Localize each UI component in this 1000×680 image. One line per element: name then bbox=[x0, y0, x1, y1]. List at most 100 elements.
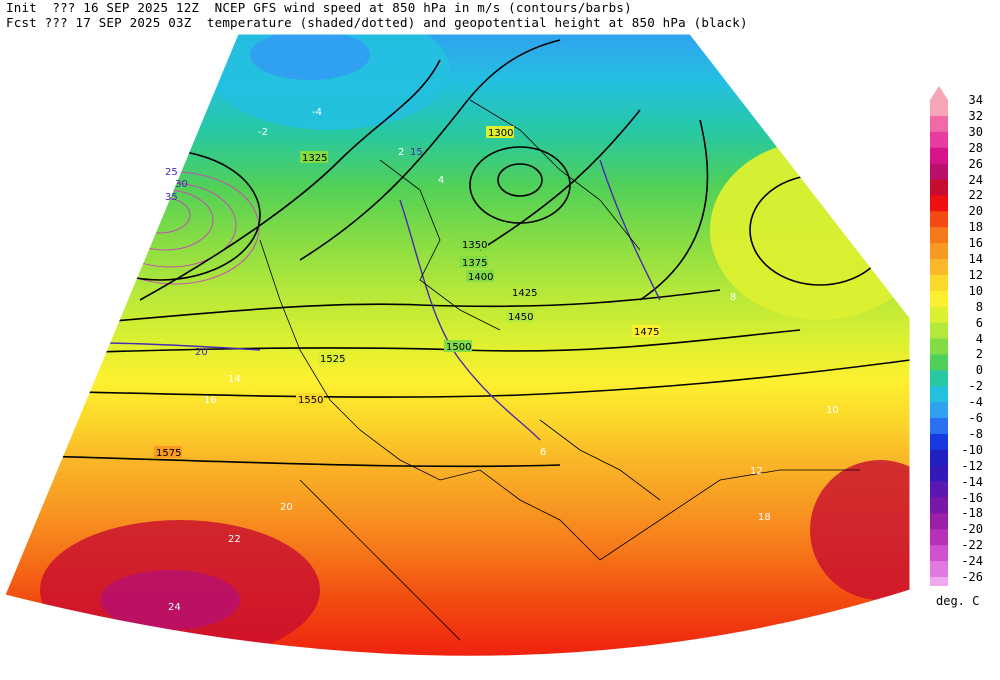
height-label-1300: 1300 bbox=[488, 128, 513, 139]
height-label-1525: 1525 bbox=[320, 354, 345, 365]
height-contours bbox=[5, 39, 910, 468]
country-borders bbox=[259, 99, 860, 641]
temp-label-12: 12 bbox=[750, 466, 763, 477]
colorbar-tick-label: -8 bbox=[968, 426, 983, 441]
cold-core-north bbox=[250, 34, 370, 80]
temp-label-4: 4 bbox=[438, 175, 444, 186]
colorbar-swatch bbox=[930, 322, 948, 339]
forecast-time: Fcst ??? 17 SEP 2025 03Z bbox=[6, 15, 192, 30]
height-label-1400: 1400 bbox=[468, 272, 493, 283]
colorbar-tick-label: 0 bbox=[975, 363, 983, 378]
height-label-1350: 1350 bbox=[462, 240, 487, 251]
temp-label-group: -4 -2 2 4 6 8 10 12 14 16 18 20 22 24 bbox=[168, 107, 839, 613]
colorbar-tick-label: 6 bbox=[975, 315, 983, 330]
colorbar-tick-label: -20 bbox=[961, 522, 983, 537]
colorbar-swatch bbox=[930, 497, 948, 514]
colorbar-tick-label: -22 bbox=[961, 538, 983, 553]
colorbar-tick-label: 30 bbox=[968, 124, 983, 139]
colorbar-swatch bbox=[930, 179, 948, 196]
height-label-1425: 1425 bbox=[512, 288, 537, 299]
height-label-1475: 1475 bbox=[634, 327, 659, 338]
temp-label-18: 18 bbox=[758, 512, 771, 523]
colorbar-tick-label: -2 bbox=[968, 379, 983, 394]
colorbar-swatch bbox=[930, 259, 948, 276]
map-boundary bbox=[4, 33, 911, 657]
colorbar-swatch bbox=[930, 577, 948, 586]
colorbar-swatch bbox=[930, 195, 948, 212]
colorbar-tick-label: 34 bbox=[968, 93, 983, 107]
colorbar-tick-label: -6 bbox=[968, 411, 983, 425]
height-label-1550: 1550 bbox=[298, 395, 323, 406]
colorbar-swatch bbox=[930, 513, 948, 530]
colorbar-tick-label: -4 bbox=[968, 395, 983, 410]
colorbar-swatch bbox=[930, 529, 948, 546]
colorbar-swatch bbox=[930, 100, 948, 117]
height-label-1375: 1375 bbox=[462, 258, 487, 269]
colorbar-swatch bbox=[930, 465, 948, 482]
colorbar-tick-label: -12 bbox=[961, 458, 983, 473]
colorbar-swatch bbox=[930, 163, 948, 180]
colorbar-top-arrow bbox=[930, 86, 948, 100]
height-label-1325: 1325 bbox=[302, 153, 327, 164]
colorbar-swatch bbox=[930, 290, 948, 307]
colorbar-tick-label: 32 bbox=[968, 108, 983, 123]
temp-label-6: 6 bbox=[540, 447, 546, 458]
colorbar-swatch bbox=[930, 131, 948, 148]
height-label-group: 1300 1325 1350 1375 1400 1425 1450 1475 … bbox=[154, 126, 660, 459]
temp-label-14: 14 bbox=[228, 374, 241, 385]
temp-label-16: 16 bbox=[204, 395, 217, 406]
temperature-colorbar bbox=[930, 86, 948, 586]
colorbar-tick-label: -18 bbox=[961, 506, 983, 521]
colorbar-swatch bbox=[930, 370, 948, 387]
field-title-1: NCEP GFS wind speed at 850 hPa in m/s (c… bbox=[214, 0, 632, 15]
init-time: Init ??? 16 SEP 2025 12Z bbox=[6, 0, 200, 15]
temp-label-10: 10 bbox=[826, 405, 839, 416]
colorbar-tick-label: 24 bbox=[968, 172, 983, 187]
colorbar-swatch bbox=[930, 386, 948, 403]
temp-label-2: 2 bbox=[398, 147, 404, 158]
colorbar-swatch bbox=[930, 274, 948, 292]
wind-label-25: 25 bbox=[165, 167, 178, 178]
colorbar-tick-label: 16 bbox=[968, 236, 983, 251]
colorbar-tick-label: 18 bbox=[968, 220, 983, 235]
temp-label-minus2: -2 bbox=[258, 127, 268, 138]
colorbar-swatch bbox=[930, 338, 948, 355]
temp-label-20: 20 bbox=[280, 502, 293, 513]
colorbar-tick-label: -10 bbox=[961, 442, 983, 457]
colorbar-tick-label: 12 bbox=[968, 267, 983, 282]
colorbar-swatch bbox=[930, 402, 948, 419]
height-label-1450: 1450 bbox=[508, 312, 533, 323]
header-line-2: Fcst ??? 17 SEP 2025 03Z temperature (sh… bbox=[6, 16, 748, 30]
colorbar-tick-label: 14 bbox=[968, 252, 983, 266]
colorbar-units: deg. C bbox=[936, 594, 980, 608]
hot-core-sw bbox=[100, 570, 240, 630]
colorbar-swatch bbox=[930, 561, 948, 578]
wind-label-30: 30 bbox=[175, 179, 188, 190]
colorbar-tick-label: -24 bbox=[961, 554, 983, 569]
wind-label-20: 20 bbox=[195, 347, 208, 358]
temp-label-22: 22 bbox=[228, 534, 241, 545]
colorbar-swatch bbox=[930, 227, 948, 244]
wind-label-35: 35 bbox=[165, 192, 178, 203]
colorbar-tick-label: 4 bbox=[975, 331, 983, 346]
colorbar-tick-label: -14 bbox=[961, 474, 983, 489]
field-title-2: temperature (shaded/dotted) and geopoten… bbox=[206, 15, 748, 30]
colorbar-tick-label: 10 bbox=[968, 283, 983, 298]
temp-label-8: 8 bbox=[730, 292, 736, 303]
height-label-1500: 1500 bbox=[446, 342, 471, 353]
colorbar-swatch bbox=[930, 545, 948, 562]
forecast-map[interactable]: 1300 1325 1350 1375 1400 1425 1450 1475 … bbox=[0, 0, 915, 680]
colorbar-tick-label: 8 bbox=[975, 299, 983, 314]
colorbar-tick-label: 22 bbox=[968, 188, 983, 203]
temp-label-24: 24 bbox=[168, 602, 181, 613]
colorbar-tick-label: 28 bbox=[968, 140, 983, 155]
colorbar-swatch bbox=[930, 418, 948, 435]
map-panel[interactable]: 1300 1325 1350 1375 1400 1425 1450 1475 … bbox=[0, 0, 915, 680]
colorbar-swatch bbox=[930, 211, 948, 228]
header-line-1: Init ??? 16 SEP 2025 12Z NCEP GFS wind s… bbox=[6, 1, 632, 15]
colorbar-swatch bbox=[930, 306, 948, 323]
colorbar-swatch bbox=[930, 433, 948, 451]
colorbar-swatch bbox=[930, 115, 948, 133]
colorbar-swatch bbox=[930, 243, 948, 260]
colorbar-swatch bbox=[930, 481, 948, 498]
